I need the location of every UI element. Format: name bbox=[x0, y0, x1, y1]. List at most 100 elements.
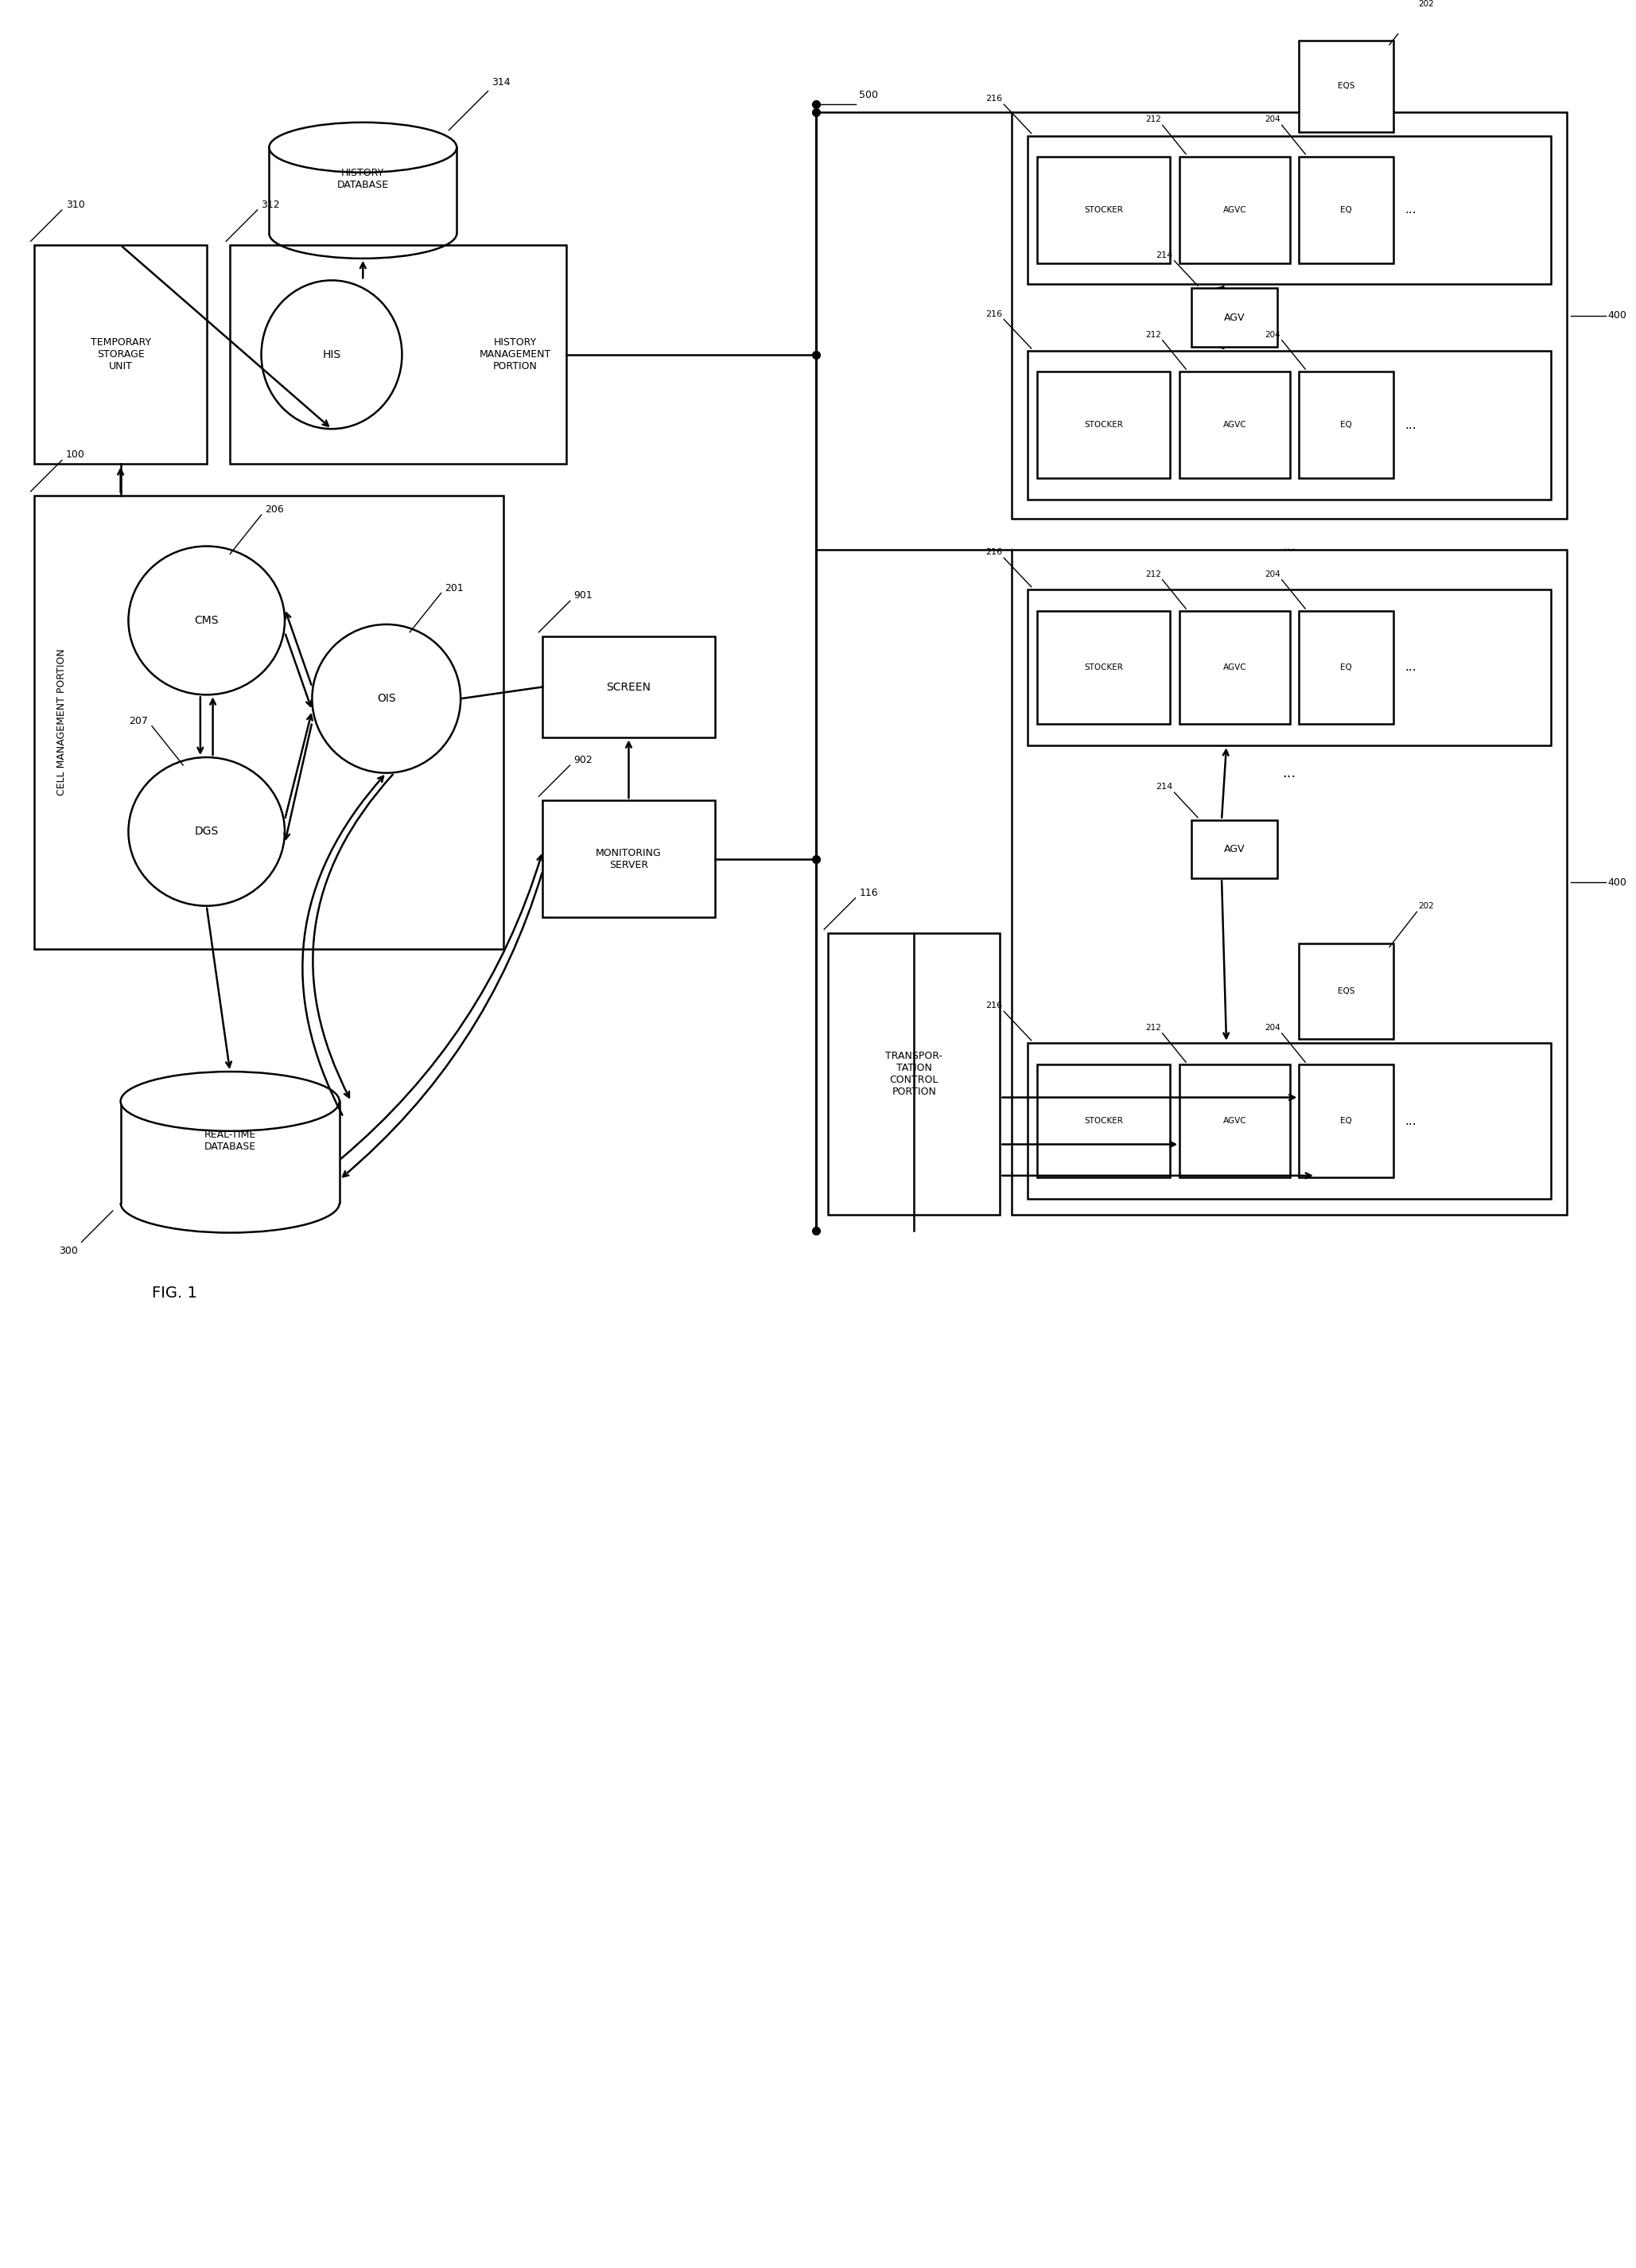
Text: 202: 202 bbox=[1418, 0, 1435, 9]
Text: 214: 214 bbox=[1157, 252, 1173, 259]
Text: 212: 212 bbox=[1145, 569, 1162, 578]
Bar bbox=[1180, 372, 1289, 479]
Bar bbox=[1027, 590, 1551, 746]
Text: STOCKER: STOCKER bbox=[1085, 206, 1122, 213]
Bar bbox=[1299, 372, 1394, 479]
Text: MONITORING
SERVER: MONITORING SERVER bbox=[596, 848, 661, 871]
Bar bbox=[1180, 1064, 1289, 1177]
Text: REAL-TIME
DATABASE: REAL-TIME DATABASE bbox=[204, 1129, 255, 1152]
Text: 212: 212 bbox=[1145, 331, 1162, 338]
Bar bbox=[1037, 1064, 1170, 1177]
Text: 202: 202 bbox=[1418, 903, 1435, 909]
Text: HIS: HIS bbox=[322, 349, 340, 361]
Text: 500: 500 bbox=[859, 91, 879, 100]
Text: EQS: EQS bbox=[1338, 987, 1355, 996]
Text: AGVC: AGVC bbox=[1224, 665, 1247, 671]
Text: 204: 204 bbox=[1265, 331, 1281, 338]
Text: 204: 204 bbox=[1265, 116, 1281, 125]
Text: DGS: DGS bbox=[195, 826, 219, 837]
Text: OIS: OIS bbox=[376, 694, 396, 705]
Text: SCREEN: SCREEN bbox=[607, 680, 651, 692]
Text: 400: 400 bbox=[1608, 311, 1626, 320]
Bar bbox=[34, 245, 206, 465]
Text: 212: 212 bbox=[1145, 1023, 1162, 1032]
Ellipse shape bbox=[128, 758, 285, 905]
Ellipse shape bbox=[121, 1070, 339, 1132]
Bar bbox=[1037, 156, 1170, 263]
Bar bbox=[1299, 156, 1394, 263]
Text: 201: 201 bbox=[445, 583, 465, 594]
Text: CMS: CMS bbox=[195, 615, 219, 626]
Ellipse shape bbox=[312, 624, 461, 773]
Text: 216: 216 bbox=[985, 1002, 1003, 1009]
FancyArrowPatch shape bbox=[344, 873, 542, 1177]
Text: AGVC: AGVC bbox=[1224, 1116, 1247, 1125]
Bar bbox=[1299, 610, 1394, 723]
Text: 901: 901 bbox=[574, 590, 592, 601]
Text: 204: 204 bbox=[1265, 1023, 1281, 1032]
Text: 902: 902 bbox=[574, 755, 592, 764]
Text: 214: 214 bbox=[1157, 782, 1173, 792]
Text: ...: ... bbox=[1405, 420, 1417, 431]
Text: AGVC: AGVC bbox=[1224, 206, 1247, 213]
Bar bbox=[1191, 288, 1278, 347]
Text: EQ: EQ bbox=[1340, 422, 1351, 429]
Text: EQ: EQ bbox=[1340, 665, 1351, 671]
Text: 100: 100 bbox=[65, 449, 85, 460]
Text: 216: 216 bbox=[985, 311, 1003, 318]
FancyArrowPatch shape bbox=[312, 776, 393, 1098]
Text: FIG. 1: FIG. 1 bbox=[152, 1286, 196, 1300]
Bar bbox=[1037, 610, 1170, 723]
Bar bbox=[1191, 819, 1278, 878]
Ellipse shape bbox=[262, 281, 402, 429]
Bar bbox=[121, 1102, 339, 1202]
Text: AGV: AGV bbox=[1224, 313, 1245, 322]
Text: CELL MANAGEMENT PORTION: CELL MANAGEMENT PORTION bbox=[57, 649, 67, 796]
Bar bbox=[1299, 41, 1394, 132]
Text: ...: ... bbox=[1283, 767, 1296, 780]
Bar bbox=[828, 932, 1000, 1216]
Text: 300: 300 bbox=[59, 1245, 77, 1256]
FancyArrowPatch shape bbox=[342, 855, 543, 1159]
Bar bbox=[1011, 111, 1567, 519]
FancyArrowPatch shape bbox=[303, 776, 383, 1116]
Bar bbox=[231, 245, 566, 465]
Text: STOCKER: STOCKER bbox=[1085, 422, 1122, 429]
Bar bbox=[268, 147, 456, 234]
Bar bbox=[1180, 156, 1289, 263]
Bar bbox=[1299, 943, 1394, 1039]
Text: 310: 310 bbox=[65, 200, 85, 211]
Text: 212: 212 bbox=[1145, 116, 1162, 125]
Bar bbox=[1027, 1043, 1551, 1200]
Text: STOCKER: STOCKER bbox=[1085, 1116, 1122, 1125]
Text: 216: 216 bbox=[985, 95, 1003, 102]
Text: EQ: EQ bbox=[1340, 206, 1351, 213]
Text: EQS: EQS bbox=[1338, 82, 1355, 91]
Text: 314: 314 bbox=[492, 77, 510, 86]
Text: ...: ... bbox=[1405, 204, 1417, 215]
Text: 400: 400 bbox=[1608, 878, 1626, 887]
Bar bbox=[1027, 352, 1551, 499]
Text: AGVC: AGVC bbox=[1224, 422, 1247, 429]
Text: EQ: EQ bbox=[1340, 1116, 1351, 1125]
Text: STOCKER: STOCKER bbox=[1085, 665, 1122, 671]
Ellipse shape bbox=[268, 209, 456, 259]
Text: TEMPORARY
STORAGE
UNIT: TEMPORARY STORAGE UNIT bbox=[90, 338, 151, 372]
Bar bbox=[1299, 1064, 1394, 1177]
Text: HISTORY
DATABASE: HISTORY DATABASE bbox=[337, 168, 389, 191]
Text: 216: 216 bbox=[985, 549, 1003, 556]
Ellipse shape bbox=[128, 547, 285, 694]
Text: AGV: AGV bbox=[1224, 844, 1245, 855]
Ellipse shape bbox=[121, 1173, 339, 1234]
Text: 207: 207 bbox=[129, 717, 147, 726]
Text: 206: 206 bbox=[265, 503, 285, 515]
Bar bbox=[1180, 610, 1289, 723]
Bar bbox=[1037, 372, 1170, 479]
Text: TRANSPOR-
TATION
CONTROL
PORTION: TRANSPOR- TATION CONTROL PORTION bbox=[885, 1050, 942, 1098]
Text: ...: ... bbox=[1283, 540, 1296, 553]
Text: ...: ... bbox=[1405, 1116, 1417, 1127]
Text: HISTORY
MANAGEMENT
PORTION: HISTORY MANAGEMENT PORTION bbox=[479, 338, 551, 372]
Text: 116: 116 bbox=[859, 887, 879, 898]
Bar bbox=[1011, 551, 1567, 1216]
Bar bbox=[543, 635, 715, 737]
